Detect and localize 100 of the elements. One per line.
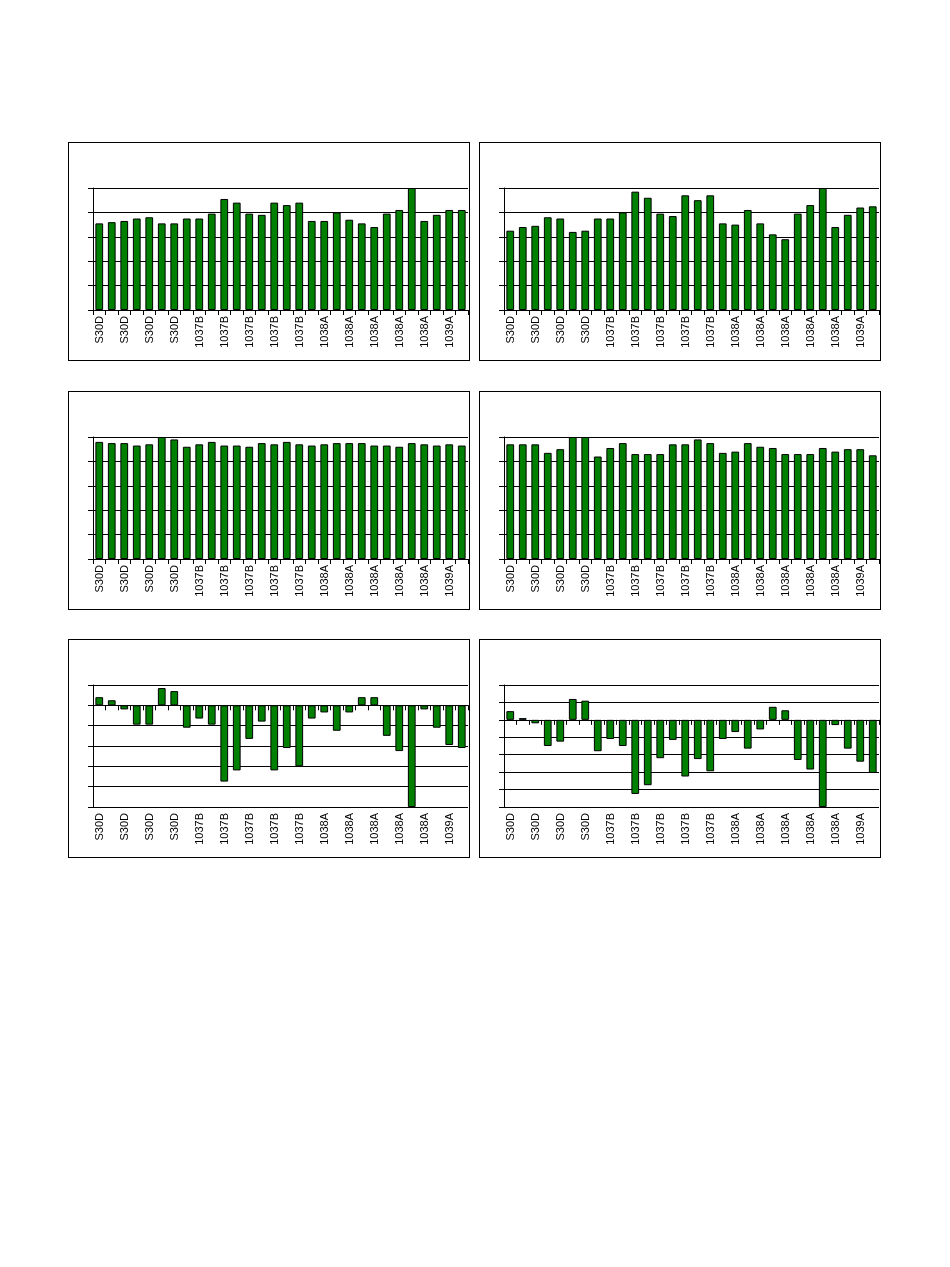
x-tick-label: 1038A [754, 563, 767, 597]
x-tick-label: S30D [118, 564, 131, 593]
bar [768, 706, 777, 720]
x-tick-label: 1038A [318, 812, 331, 845]
x-tick-label: 1037B [604, 813, 617, 845]
x-tick-label: 1037B [679, 564, 692, 597]
bar [195, 705, 204, 719]
bar [731, 719, 740, 733]
x-tick-label: S30D [529, 812, 542, 841]
x-tick-label: S30D [168, 564, 181, 593]
x-tick-label: 1038A [829, 563, 842, 597]
bar [370, 697, 379, 706]
x-tick-label: 1038A [829, 812, 842, 845]
bar [120, 705, 129, 710]
x-tick-label: S30D [504, 315, 517, 344]
bar [531, 719, 540, 724]
x-tick-label: 1037B [679, 316, 692, 348]
x-tick-label: 1038A [779, 315, 792, 348]
x-tick-label: 1037B [654, 564, 667, 597]
x-tick-label: 1038A [754, 315, 767, 348]
bar [345, 705, 354, 713]
x-tick-label: S30D [579, 812, 592, 841]
x-tick-label: S30D [168, 315, 181, 344]
x-tick-label: 1038A [368, 315, 381, 348]
x-tick-label: 1038A [343, 812, 356, 845]
bar [781, 710, 790, 720]
bar [170, 691, 179, 706]
bar [307, 705, 316, 719]
x-tick-label: 1039A [443, 563, 456, 597]
bar [320, 705, 329, 713]
bar [357, 697, 366, 706]
x-tick-label: 1037B [293, 564, 306, 597]
x-tick-label: 1038A [393, 812, 406, 845]
x-tick-label: 1037B [218, 316, 231, 348]
x-tick-label: 1038A [729, 315, 742, 348]
x-tick-label: 1039A [443, 812, 456, 845]
x-tick-label: 1039A [443, 315, 456, 348]
x-tick-label: 1037B [604, 564, 617, 597]
x-tick-label: 1038A [368, 812, 381, 845]
x-tick-label: 1037B [243, 564, 256, 597]
x-tick-label: 1039A [854, 563, 867, 597]
x-tick-label: S30D [504, 564, 517, 593]
x-tick-label: 1038A [418, 563, 431, 597]
x-tick-label: 1038A [829, 315, 842, 348]
x-tick-label: 1037B [629, 813, 642, 845]
x-tick-label: S30D [143, 564, 156, 593]
x-tick-label: 1037B [293, 316, 306, 348]
bar [420, 705, 429, 710]
x-tick-label: 1037B [679, 813, 692, 845]
x-tick-label: S30D [118, 315, 131, 344]
x-tick-label: 1037B [704, 316, 717, 348]
x-tick-label: 1038A [393, 315, 406, 348]
x-tick-label: 1037B [604, 316, 617, 348]
bar [157, 688, 166, 706]
x-tick-label: 1037B [193, 813, 206, 845]
x-tick-label: S30D [143, 812, 156, 841]
x-tick-label: 1037B [268, 564, 281, 597]
x-tick-label: 1038A [804, 563, 817, 597]
x-tick-label: S30D [579, 564, 592, 593]
x-tick-label: S30D [554, 812, 567, 841]
x-tick-label: 1037B [629, 316, 642, 348]
x-tick-label: 1037B [293, 813, 306, 845]
x-tick-label: 1037B [268, 316, 281, 348]
x-tick-label: 1037B [193, 564, 206, 597]
x-tick-label: S30D [93, 315, 106, 344]
bar [257, 705, 266, 722]
x-tick-label: 1038A [779, 812, 792, 845]
x-tick-label: 1038A [729, 563, 742, 597]
x-tick-label: S30D [529, 564, 542, 593]
x-tick-label: S30D [93, 812, 106, 841]
x-tick-label: 1038A [729, 812, 742, 845]
x-tick-label: 1038A [754, 812, 767, 845]
x-tick-label: 1038A [343, 563, 356, 597]
x-tick-label: 1038A [318, 563, 331, 597]
x-tick-label: 1038A [804, 315, 817, 348]
x-tick-label: 1037B [193, 316, 206, 348]
x-tick-label: 1038A [804, 812, 817, 845]
x-tick-label: 1037B [243, 316, 256, 348]
x-tick-label: S30D [529, 315, 542, 344]
x-tick-label: 1038A [418, 812, 431, 845]
x-tick-label: 1038A [318, 315, 331, 348]
bar [107, 700, 116, 706]
x-tick-label: 1038A [779, 563, 792, 597]
x-tick-label: S30D [554, 564, 567, 593]
x-tick-label: S30D [143, 315, 156, 344]
x-tick-label: 1037B [218, 564, 231, 597]
x-tick-label: 1039A [854, 812, 867, 845]
x-tick-label: 1038A [368, 563, 381, 597]
x-tick-label: 1037B [629, 564, 642, 597]
x-tick-label: S30D [93, 564, 106, 593]
x-tick-label: 1037B [704, 813, 717, 845]
x-tick-label: 1039A [854, 315, 867, 348]
x-tick-label: 1037B [654, 813, 667, 845]
x-tick-label: 1038A [343, 315, 356, 348]
x-tick-label: 1037B [654, 316, 667, 348]
x-tick-label: S30D [554, 315, 567, 344]
x-tick-label: 1037B [704, 564, 717, 597]
bar [831, 719, 840, 726]
x-tick-label: 1038A [418, 315, 431, 348]
bar [756, 719, 765, 730]
